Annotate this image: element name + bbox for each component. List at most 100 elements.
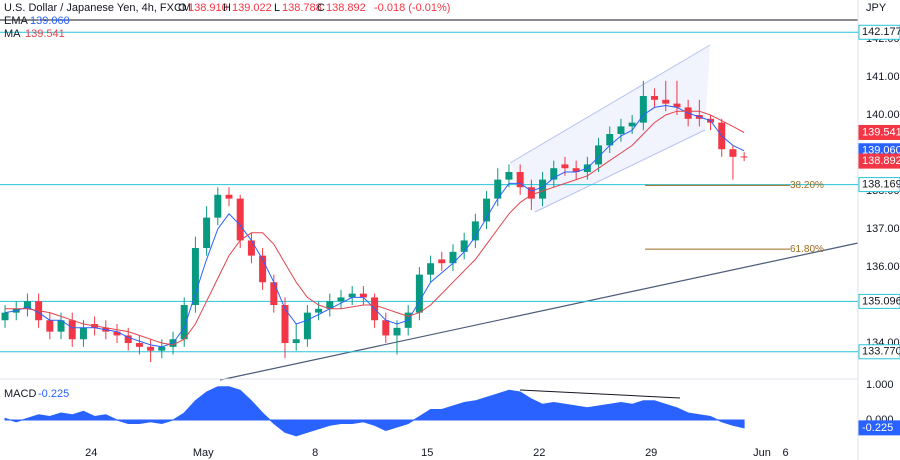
legend-value: 139.541 [25,28,65,40]
candle-body [270,282,278,306]
candle-body [23,301,31,309]
header: U.S. Dollar / Japanese Yen, 4h, FXCM O 1… [4,2,887,400]
price-tag-label: 135.096 [862,295,900,307]
candle-body [561,164,569,169]
candle-body [281,305,289,344]
channel-line [534,129,706,213]
candle-body [191,248,199,306]
candle-body [460,240,468,252]
candle-body [203,217,211,249]
candle-body [550,168,558,180]
candle-body [516,172,524,188]
macd-pane [4,386,745,437]
candle-body [57,320,65,332]
price-tag [858,293,900,309]
y-tick-label: 140.000 [866,109,900,121]
candle-body [628,122,636,127]
candle-body [471,221,479,241]
candle-body [427,263,435,275]
x-tick-label: 15 [421,447,433,459]
candle-body [729,149,737,157]
price-tag [858,24,900,40]
candle-body [236,198,244,241]
indicator-line [4,104,745,348]
candle-body [158,346,166,351]
candle-body [46,320,54,332]
price-tag-label: 138.169 [862,179,900,191]
legend-name: MA [4,28,21,40]
candle-body [113,331,121,336]
ohlc-value: 139.022 [232,2,272,14]
ohlc-key: L [274,2,280,14]
price-tag-label: 138.892 [862,155,900,167]
candle-body [527,187,535,199]
x-tick-label: 6 [783,447,789,459]
y-tick-label: 137.000 [866,223,900,235]
candle-body [449,251,457,264]
indicator-lines [4,104,745,348]
macd-tick-label: 1.000 [866,379,894,391]
currency: JPY [866,2,887,14]
price-tag [858,420,900,436]
candle-body [214,194,222,218]
candle-body [79,327,87,340]
trend-line [219,242,859,381]
candle-body [303,312,311,340]
candle-body [572,168,580,173]
price-tag [858,153,900,169]
legend-value: 139.060 [30,15,70,27]
candle-body [539,179,547,199]
price-tag-label: 142.177 [862,26,900,38]
candle-body [595,145,603,165]
candle-body [382,320,390,336]
legend-name: EMA [4,15,29,27]
candle-body [494,179,502,199]
candle-body [68,320,76,340]
candle-body [135,343,143,347]
divergence-line [519,389,681,399]
macd-area [4,386,745,437]
candle-body [740,156,748,158]
price-tag-label: 133.770 [862,346,900,358]
levels: 38.20% 61.80% [0,31,858,353]
chart-title: U.S. Dollar / Japanese Yen, 4h, FXCM [4,2,191,14]
price-tag [858,344,900,360]
candle-body [326,301,334,309]
candle-body [315,308,323,313]
y-tick-label: 136.000 [866,261,900,273]
candle-body [225,194,233,199]
price-tag [858,177,900,193]
ohlc-value: 138.788 [282,2,322,14]
price-tag-label: -0.225 [862,422,893,434]
macd-name: MACD [4,388,36,400]
ohlc-key: O [178,2,187,14]
ohlc-change: -0.018 (-0.01%) [374,2,450,14]
candle-body [673,103,681,108]
candle-body [617,126,625,135]
fib-label: 38.20% [790,180,824,191]
fib-label: 61.80% [790,244,824,255]
x-tick-label: Jun [753,447,771,459]
x-tick-label: May [193,447,214,459]
axes: 134.000135.000136.000137.000138.000139.0… [85,24,900,459]
candle-body [1,312,9,321]
candle-body [393,327,401,336]
channel-line [509,44,711,164]
x-tick-label: 29 [645,447,657,459]
x-tick-label: 22 [533,447,545,459]
x-tick-label: 8 [312,447,318,459]
candle-body [359,293,367,298]
y-tick-label: 141.000 [866,71,900,83]
ohlc-value: 138.910 [188,2,228,14]
ohlc-value: 138.892 [326,2,366,14]
candle-body [337,297,345,302]
candle-body [124,335,132,344]
candle-body [438,259,446,264]
candle-body [651,96,659,100]
candle-body [662,99,670,104]
ohlc-key: C [317,2,325,14]
candle-body [259,255,267,283]
candle-body [147,346,155,351]
